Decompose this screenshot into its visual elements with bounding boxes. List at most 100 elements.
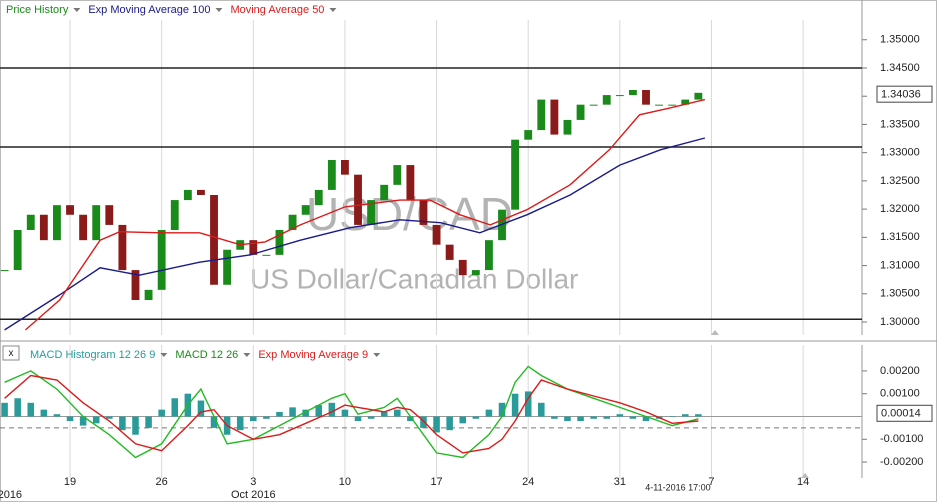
histogram-bar [551, 416, 558, 419]
histogram-bar [459, 416, 467, 424]
legend-entry[interactable]: Moving Average 50 [230, 4, 324, 16]
y-tick-label: 1.33500 [880, 118, 920, 130]
histogram-bar [53, 414, 61, 417]
candle [223, 249, 232, 285]
candle [681, 99, 690, 105]
candle [419, 200, 428, 225]
histogram-bar [498, 402, 506, 417]
histogram-bar [27, 402, 35, 417]
histogram-bar [367, 416, 375, 419]
histogram-bar [315, 405, 323, 417]
histogram-bar [302, 409, 309, 417]
y-tick-label: 1.33000 [880, 147, 920, 159]
histogram-bar [210, 416, 218, 428]
histogram-bar [577, 416, 584, 422]
legend-entry[interactable]: Exp Moving Average 100 [88, 4, 210, 16]
histogram-bar [695, 414, 702, 417]
histogram-bar [682, 414, 689, 417]
histogram-bar [511, 393, 519, 417]
watermark-subtitle: US Dollar/Canadian Dollar [250, 263, 578, 294]
close-icon[interactable]: x [9, 348, 14, 359]
histogram-bar [380, 411, 388, 417]
histogram-bar [564, 416, 571, 422]
scroll-marker[interactable] [711, 330, 719, 335]
x-tick-label: 24 [522, 476, 534, 488]
candle [0, 270, 9, 272]
candle [445, 244, 454, 260]
x-tick-label: 7 [708, 476, 714, 488]
histogram-bar [236, 416, 244, 431]
legend-dropdown[interactable] [73, 8, 81, 12]
legend-dropdown[interactable] [160, 353, 168, 357]
histogram-bar [590, 416, 597, 419]
candle [694, 92, 703, 100]
histogram-bar [119, 416, 126, 431]
y-tick-label: 1.31000 [880, 259, 920, 271]
candle [642, 90, 650, 105]
y-tick-label: 0.00100 [880, 388, 920, 400]
histogram-bar [642, 416, 650, 422]
histogram-bar [433, 416, 440, 433]
candle [26, 214, 35, 230]
candle [183, 189, 192, 201]
legend-entry[interactable]: MACD Histogram 12 26 9 [30, 349, 155, 361]
candle [537, 99, 546, 131]
histogram-bar [328, 402, 336, 417]
candle [157, 230, 166, 290]
legend-entry[interactable]: Price History [6, 4, 69, 16]
last-value-label: 0.00014 [881, 408, 921, 420]
histogram-bar [132, 416, 139, 435]
scroll-marker[interactable] [801, 473, 809, 478]
candle [471, 270, 480, 276]
timestamp: 4-11-2016 17:00 [645, 482, 710, 492]
histogram-bar [92, 416, 100, 424]
candle [301, 205, 310, 215]
histogram-bar [106, 416, 113, 419]
indicator-line [25, 98, 706, 331]
candle [53, 205, 61, 241]
y-tick-label: 1.34500 [880, 62, 920, 74]
candle [327, 160, 336, 190]
histogram-bar [485, 409, 493, 417]
indicator-line [4, 137, 706, 331]
legend-entry[interactable]: MACD 12 26 [175, 349, 238, 361]
candle [668, 104, 677, 106]
y-tick-label: 1.32000 [880, 203, 920, 215]
histogram-bar [472, 416, 480, 419]
indicator-line [4, 365, 699, 459]
candle [79, 214, 88, 241]
candle [66, 205, 74, 215]
candle [13, 230, 22, 271]
histogram-bar [14, 398, 21, 417]
y-tick-label: -0.00100 [880, 433, 923, 445]
close-button[interactable] [2, 345, 20, 361]
histogram-bar [145, 416, 152, 428]
last-value-box [876, 85, 933, 103]
candle [393, 165, 402, 185]
histogram-bar [668, 416, 676, 417]
candle [406, 165, 415, 201]
x-tick-label: 19 [64, 476, 76, 488]
legend-dropdown[interactable] [329, 8, 337, 12]
candle [563, 119, 572, 135]
candle [275, 230, 284, 255]
candle [118, 224, 127, 271]
x-tick-label: 26 [156, 476, 168, 488]
histogram-bar [289, 407, 296, 417]
histogram-bar [524, 391, 532, 417]
y-tick-label: -0.00200 [880, 456, 923, 468]
histogram-bar [603, 416, 611, 419]
histogram-bar [629, 416, 637, 419]
legend-dropdown[interactable] [373, 353, 381, 357]
histogram-bar [1, 402, 8, 417]
candle [170, 200, 179, 230]
histogram-bar [66, 416, 74, 422]
candle [354, 174, 362, 225]
last-value-box [876, 404, 933, 422]
histogram-bar [341, 409, 349, 417]
legend-dropdown[interactable] [243, 353, 251, 357]
legend-dropdown[interactable] [215, 8, 223, 12]
legend-entry[interactable]: Exp Moving Average 9 [258, 349, 368, 361]
candle [262, 254, 271, 256]
